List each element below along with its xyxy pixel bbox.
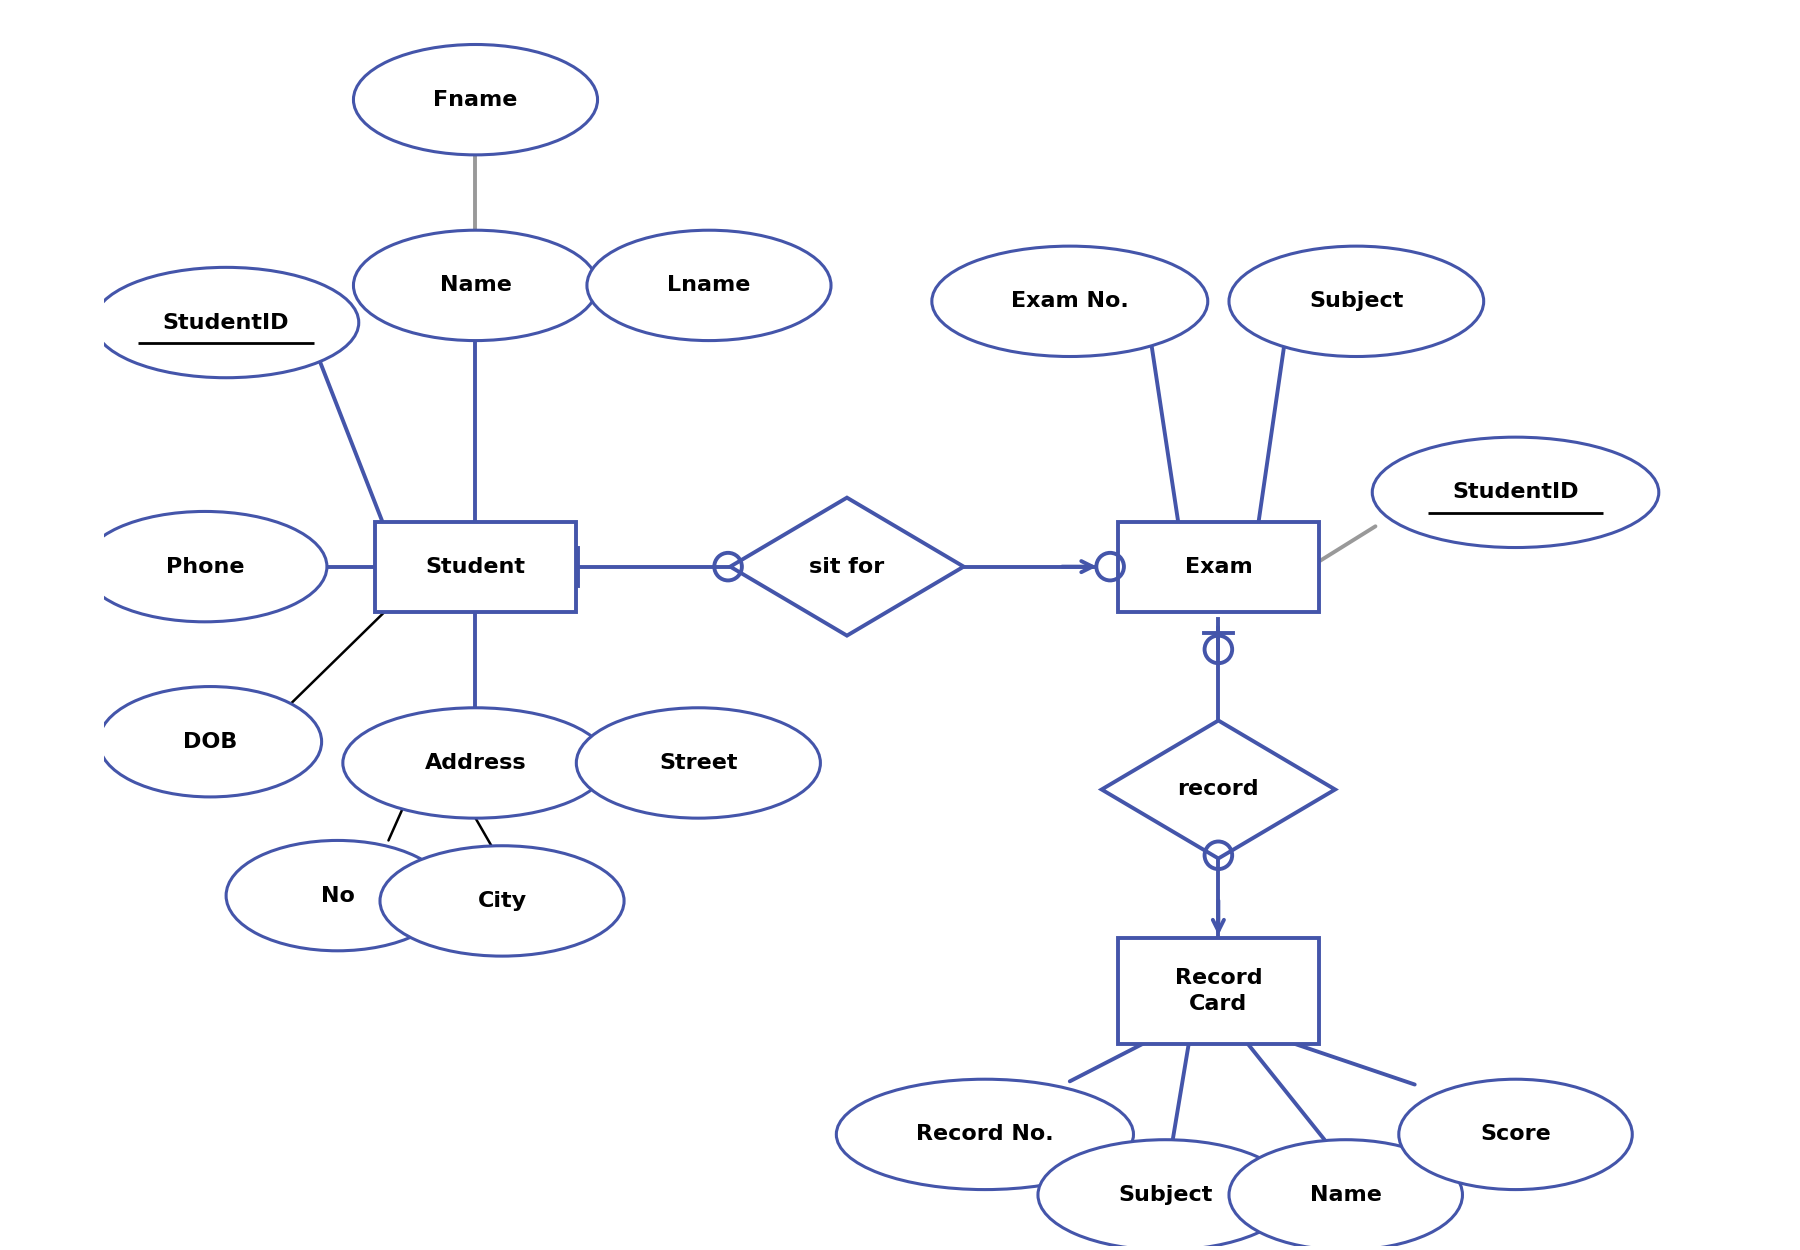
Text: record: record [1177,780,1260,800]
Ellipse shape [380,846,625,956]
Text: Address: Address [425,752,526,772]
Text: Name: Name [1310,1185,1382,1205]
Text: Record No.: Record No. [916,1125,1053,1145]
Ellipse shape [1372,438,1660,548]
Ellipse shape [932,246,1208,356]
Text: Lname: Lname [668,275,751,295]
Text: Fname: Fname [434,90,518,110]
Text: Phone: Phone [166,556,245,576]
FancyBboxPatch shape [1118,938,1319,1044]
Polygon shape [731,498,963,635]
Text: StudentID: StudentID [162,312,290,332]
Text: City: City [477,891,527,911]
Ellipse shape [83,511,328,621]
Ellipse shape [576,707,821,819]
Text: Name: Name [439,275,511,295]
Text: No: No [320,885,355,905]
Ellipse shape [1039,1140,1292,1250]
Ellipse shape [99,686,322,798]
Text: Student: Student [425,556,526,576]
FancyBboxPatch shape [1118,521,1319,611]
Ellipse shape [1229,1140,1462,1250]
Ellipse shape [837,1079,1134,1190]
Ellipse shape [587,230,832,340]
Ellipse shape [227,840,448,951]
Ellipse shape [1229,246,1483,356]
Text: Exam: Exam [1184,556,1253,576]
Text: Street: Street [659,752,738,772]
Text: Score: Score [1480,1125,1552,1145]
Text: Record
Card: Record Card [1175,968,1262,1014]
Polygon shape [1102,720,1336,859]
Ellipse shape [94,268,358,378]
Text: sit for: sit for [810,556,884,576]
Ellipse shape [353,45,598,155]
Ellipse shape [353,230,598,340]
Text: Subject: Subject [1118,1185,1213,1205]
Text: DOB: DOB [184,731,238,751]
FancyBboxPatch shape [374,521,576,611]
Text: StudentID: StudentID [1453,482,1579,502]
Ellipse shape [1399,1079,1633,1190]
Text: Exam No.: Exam No. [1012,291,1129,311]
Text: Subject: Subject [1309,291,1404,311]
Ellipse shape [342,707,608,819]
